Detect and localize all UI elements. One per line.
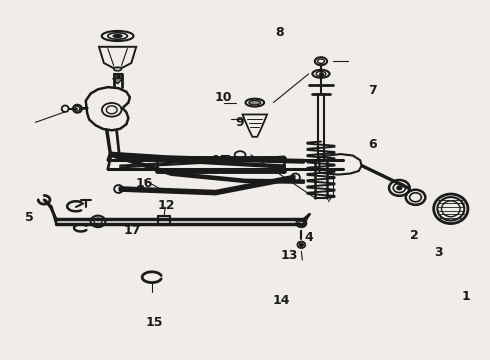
Polygon shape — [113, 78, 122, 84]
Text: 8: 8 — [275, 26, 284, 39]
Text: 12: 12 — [158, 199, 175, 212]
Ellipse shape — [114, 67, 122, 71]
Text: 3: 3 — [434, 246, 443, 258]
Text: 6: 6 — [368, 138, 377, 150]
Text: 1: 1 — [461, 291, 470, 303]
Text: 16: 16 — [136, 177, 153, 190]
Text: 15: 15 — [146, 316, 163, 329]
Text: 7: 7 — [368, 84, 377, 96]
Text: 5: 5 — [25, 211, 34, 224]
Text: 13: 13 — [280, 249, 298, 262]
Text: 9: 9 — [236, 116, 245, 129]
Text: 4: 4 — [304, 231, 313, 244]
Text: 14: 14 — [273, 294, 291, 307]
Text: 10: 10 — [214, 91, 232, 104]
Text: 2: 2 — [410, 229, 418, 242]
Text: 17: 17 — [123, 224, 141, 237]
Ellipse shape — [299, 243, 303, 247]
Ellipse shape — [397, 186, 402, 190]
Ellipse shape — [249, 100, 261, 105]
Ellipse shape — [113, 35, 122, 37]
Text: 11: 11 — [212, 154, 229, 167]
